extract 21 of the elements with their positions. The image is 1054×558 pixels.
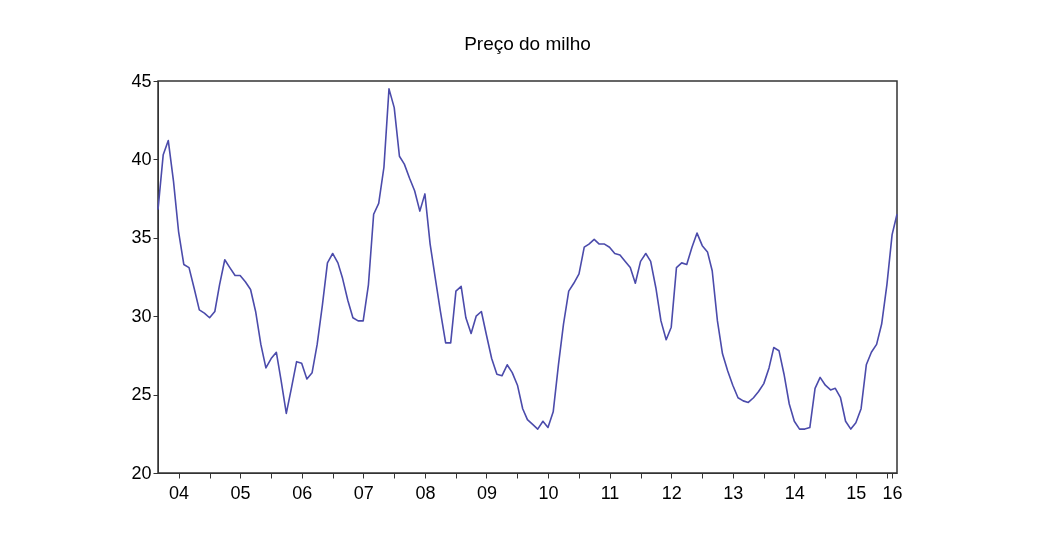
x-tick-label: 13 — [723, 482, 744, 503]
x-tick-label: 11 — [600, 482, 620, 503]
x-tick-label: 07 — [353, 482, 374, 503]
y-tick-label: 35 — [131, 227, 152, 248]
y-tick-label: 20 — [131, 462, 152, 483]
x-tick-label: 04 — [169, 482, 190, 503]
x-tick-label: 08 — [415, 482, 436, 503]
x-tick-label: 15 — [846, 482, 867, 503]
x-tick-label: 16 — [882, 482, 903, 503]
y-tick-label: 40 — [131, 148, 152, 169]
y-tick-label: 45 — [131, 70, 152, 91]
x-tick-label: 10 — [538, 482, 559, 503]
chart-title: Preço do milho — [464, 33, 591, 54]
x-tick-label: 06 — [292, 482, 313, 503]
x-tick-label: 09 — [476, 482, 497, 503]
x-tick-label: 12 — [661, 482, 682, 503]
x-tick-label: 05 — [230, 482, 251, 503]
y-tick-label: 30 — [131, 305, 152, 326]
line-series — [157, 88, 898, 430]
x-tick-label: 14 — [784, 482, 805, 503]
y-tick-label: 25 — [131, 384, 152, 405]
